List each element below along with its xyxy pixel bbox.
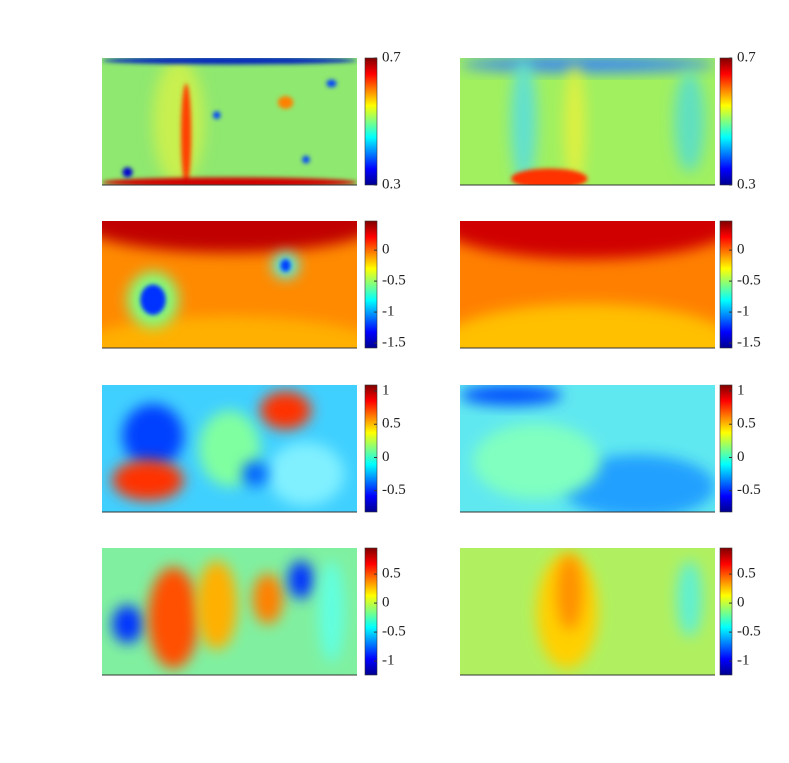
colorbar bbox=[364, 547, 378, 676]
colorbar bbox=[719, 384, 733, 513]
panel: -1 -0.5 0 0.5 bbox=[460, 547, 761, 676]
colorbar-tick-label: -0.5 bbox=[737, 273, 761, 289]
colorbar-tick-label: 0.5 bbox=[737, 566, 756, 582]
colorbar-tick-label: 0 bbox=[737, 449, 745, 465]
field-image bbox=[460, 221, 715, 348]
colorbar bbox=[364, 220, 378, 349]
panel: -1.5 -1 -0.5 0 bbox=[460, 220, 761, 350]
colorbar-tick-label: 0.5 bbox=[382, 566, 401, 582]
colorbar-tick-label: -1.5 bbox=[737, 334, 761, 350]
colorbar-tick-label: -1 bbox=[737, 304, 750, 320]
colorbar-tick-label: -0.5 bbox=[737, 624, 761, 640]
colorbar-tick-label: 1 bbox=[737, 382, 745, 398]
colorbar-tick-label: 0.5 bbox=[382, 416, 401, 432]
colorbar-tick-label: -1 bbox=[382, 304, 395, 320]
colorbar-tick-label: 0.7 bbox=[382, 49, 401, 65]
colorbar-tick-label: -0.5 bbox=[737, 482, 761, 498]
panel: -1.5 -1 -0.5 0 bbox=[102, 220, 406, 350]
colorbar-tick-label: 0 bbox=[382, 449, 390, 465]
field-image bbox=[460, 548, 715, 675]
colorbar-tick-label: 0.7 bbox=[737, 49, 756, 65]
field-image bbox=[460, 385, 715, 512]
colorbar-tick-label: -1.5 bbox=[382, 334, 406, 350]
colorbar bbox=[719, 220, 733, 349]
panel: -0.5 0 0.5 1 bbox=[102, 382, 406, 513]
colorbar-tick-label: 0 bbox=[382, 595, 390, 611]
colorbar-tick-label: -0.5 bbox=[382, 482, 406, 498]
colorbar-tick-label: -1 bbox=[737, 653, 750, 669]
colorbar bbox=[364, 384, 378, 513]
colorbar-tick-label: 1 bbox=[382, 382, 390, 398]
colorbar-tick-label: -0.5 bbox=[382, 624, 406, 640]
colorbar-tick-label: 0.5 bbox=[737, 416, 756, 432]
field-image bbox=[102, 385, 357, 512]
colorbar-tick-label: 0 bbox=[737, 595, 745, 611]
panel: 0.3 0.7 bbox=[102, 49, 401, 192]
colorbar-tick-label: 0 bbox=[737, 242, 745, 258]
field-image bbox=[102, 58, 357, 185]
colorbar bbox=[364, 57, 378, 186]
field-image bbox=[102, 548, 357, 675]
panel: 0.3 0.7 bbox=[460, 49, 756, 192]
colorbar-tick-label: 0.3 bbox=[737, 176, 756, 192]
panel: -1 -0.5 0 0.5 bbox=[102, 547, 406, 676]
field-image bbox=[460, 58, 715, 185]
field-image bbox=[102, 221, 357, 348]
colorbar-tick-label: 0.3 bbox=[382, 176, 401, 192]
colorbar bbox=[719, 57, 733, 186]
panel: -0.5 0 0.5 1 bbox=[460, 382, 761, 513]
colorbar-tick-label: -0.5 bbox=[382, 273, 406, 289]
colorbar bbox=[719, 547, 733, 676]
colorbar-tick-label: -1 bbox=[382, 653, 395, 669]
colorbar-tick-label: 0 bbox=[382, 242, 390, 258]
